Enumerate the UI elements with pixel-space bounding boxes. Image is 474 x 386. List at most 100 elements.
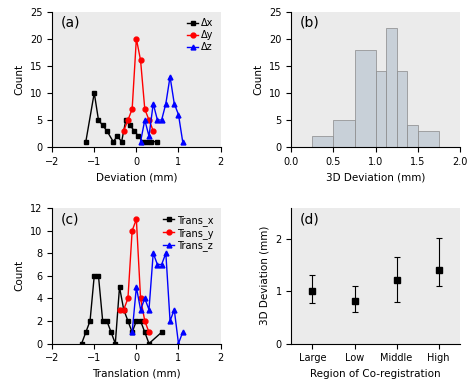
Line: Δx: Δx — [83, 90, 160, 144]
Δx — [83, 139, 89, 144]
Trans_y — [125, 296, 131, 301]
Trans_y — [121, 307, 127, 312]
Trans_z — [159, 262, 164, 267]
Y-axis label: Count: Count — [254, 64, 264, 95]
Text: (a): (a) — [61, 16, 80, 30]
Trans_x — [117, 285, 122, 290]
Δz — [155, 118, 160, 122]
Line: Trans_z: Trans_z — [130, 251, 185, 346]
Trans_z — [180, 330, 185, 335]
Δz — [163, 102, 169, 106]
Trans_z — [155, 262, 160, 267]
Trans_x — [142, 330, 147, 335]
X-axis label: 3D Deviation (mm): 3D Deviation (mm) — [326, 173, 425, 182]
Δy — [146, 118, 152, 122]
Δz — [172, 102, 177, 106]
Trans_z — [150, 251, 156, 256]
X-axis label: Deviation (mm): Deviation (mm) — [96, 173, 177, 182]
Bar — [355, 49, 375, 147]
Δz — [150, 102, 156, 106]
Δy — [134, 36, 139, 41]
Δx — [131, 129, 137, 133]
Trans_x — [159, 330, 164, 335]
Y-axis label: Count: Count — [14, 64, 24, 95]
Trans_x — [100, 318, 106, 323]
Trans_x — [125, 318, 131, 323]
Trans_y — [138, 296, 144, 301]
Trans_z — [142, 296, 147, 301]
Trans_x — [134, 318, 139, 323]
Trans_x — [108, 330, 114, 335]
Trans_z — [138, 307, 144, 312]
Trans_x — [91, 273, 97, 278]
Δx — [96, 118, 101, 122]
Trans_x — [83, 330, 89, 335]
Δy — [150, 129, 156, 133]
Δz — [180, 139, 185, 144]
Δx — [140, 139, 146, 144]
Trans_x — [112, 341, 118, 346]
Δx — [144, 139, 150, 144]
Trans_z — [167, 318, 173, 323]
Y-axis label: Count: Count — [15, 260, 25, 291]
Δy — [138, 58, 144, 63]
Bar — [312, 136, 333, 147]
Line: Δy: Δy — [121, 36, 155, 133]
Line: Δz: Δz — [138, 74, 185, 144]
Δy — [125, 118, 131, 122]
Text: (c): (c) — [61, 212, 79, 226]
Trans_y — [117, 307, 122, 312]
Δx — [155, 139, 160, 144]
Trans_y — [146, 330, 152, 335]
Trans_z — [134, 285, 139, 290]
Bar — [397, 71, 407, 147]
Δy — [129, 107, 135, 112]
Trans_z — [129, 330, 135, 335]
Trans_y — [134, 217, 139, 222]
Bar — [386, 28, 397, 147]
Trans_z — [176, 341, 182, 346]
Trans_x — [104, 318, 109, 323]
Text: (d): (d) — [300, 212, 319, 226]
Δz — [176, 112, 182, 117]
Legend: Trans_x, Trans_y, Trans_z: Trans_x, Trans_y, Trans_z — [161, 213, 216, 253]
Trans_x — [96, 273, 101, 278]
Δx — [127, 123, 133, 128]
Δy — [121, 129, 127, 133]
X-axis label: Region of Co-registration: Region of Co-registration — [310, 369, 441, 379]
Bar — [375, 71, 386, 147]
Trans_x — [138, 318, 144, 323]
Trans_y — [129, 228, 135, 233]
Legend: Δx, Δy, Δz: Δx, Δy, Δz — [185, 17, 216, 54]
Bar — [333, 120, 355, 147]
Δz — [142, 118, 147, 122]
Δz — [159, 118, 164, 122]
Trans_x — [146, 341, 152, 346]
Trans_z — [146, 307, 152, 312]
Δy — [142, 107, 147, 112]
Δx — [104, 129, 109, 133]
Δx — [115, 134, 120, 139]
Line: Trans_x: Trans_x — [79, 273, 164, 346]
Trans_x — [129, 330, 135, 335]
Trans_y — [142, 318, 147, 323]
Trans_z — [163, 251, 169, 256]
Δz — [146, 134, 152, 139]
Δx — [136, 134, 141, 139]
Δx — [148, 139, 154, 144]
Δx — [110, 139, 116, 144]
X-axis label: Translation (mm): Translation (mm) — [92, 369, 181, 379]
Δx — [91, 91, 97, 95]
Δz — [167, 74, 173, 79]
Trans_x — [121, 307, 127, 312]
Line: Trans_y: Trans_y — [117, 217, 151, 335]
Text: (b): (b) — [300, 16, 319, 30]
Δx — [119, 139, 125, 144]
Trans_x — [87, 318, 93, 323]
Trans_x — [79, 341, 84, 346]
Bar — [407, 125, 418, 147]
Bar — [418, 131, 439, 147]
Trans_z — [172, 307, 177, 312]
Y-axis label: 3D Deviation (mm): 3D Deviation (mm) — [260, 226, 270, 325]
Δz — [138, 139, 144, 144]
